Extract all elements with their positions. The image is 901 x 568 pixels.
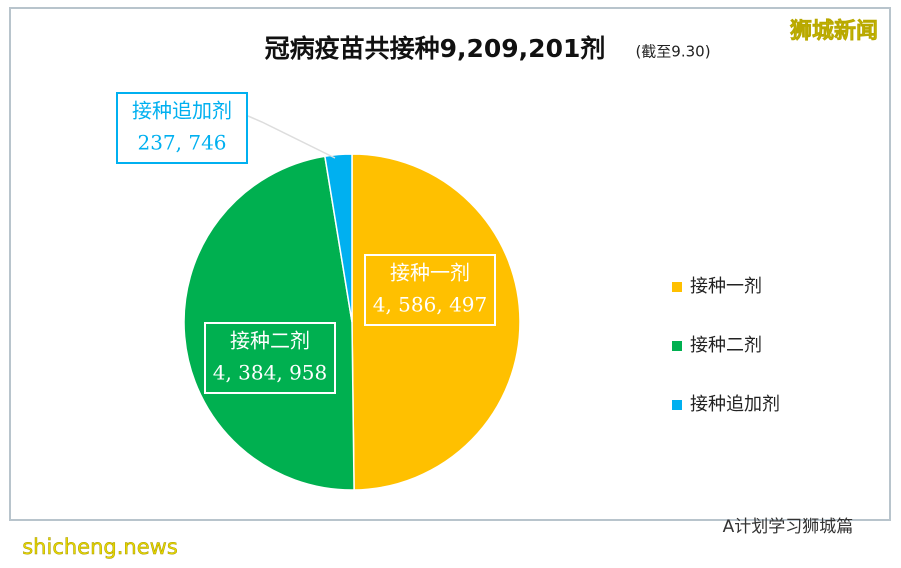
leader-line xyxy=(247,115,336,159)
watermark: shicheng.news xyxy=(22,535,178,559)
data-label-value: 237, 746 xyxy=(137,131,226,155)
label-box xyxy=(116,92,248,164)
data-label-name: 接种二剂 xyxy=(230,329,310,353)
data-label-value: 4, 586, 497 xyxy=(373,293,488,317)
legend-label: 接种追加剂 xyxy=(690,394,780,415)
watermark: 狮城新闻 xyxy=(790,18,878,44)
watermark: A计划学习狮城篇 xyxy=(723,517,854,537)
pie-slice xyxy=(351,153,521,491)
legend-label: 接种一剂 xyxy=(690,276,762,297)
legend-swatch xyxy=(672,282,682,292)
legend-swatch xyxy=(672,341,682,351)
chart-title: 冠病疫苗共接种9,209,201剂 xyxy=(265,34,606,63)
data-label-value: 4, 384, 958 xyxy=(213,361,328,385)
chart-subtitle: (截至9.30) xyxy=(635,43,710,61)
data-label-name: 接种追加剂 xyxy=(132,99,232,123)
pie-slice xyxy=(324,153,353,323)
label-box xyxy=(364,254,496,326)
label-box xyxy=(204,322,336,394)
legend-label: 接种二剂 xyxy=(690,335,762,356)
legend-swatch xyxy=(672,400,682,410)
data-label-name: 接种一剂 xyxy=(390,261,470,285)
